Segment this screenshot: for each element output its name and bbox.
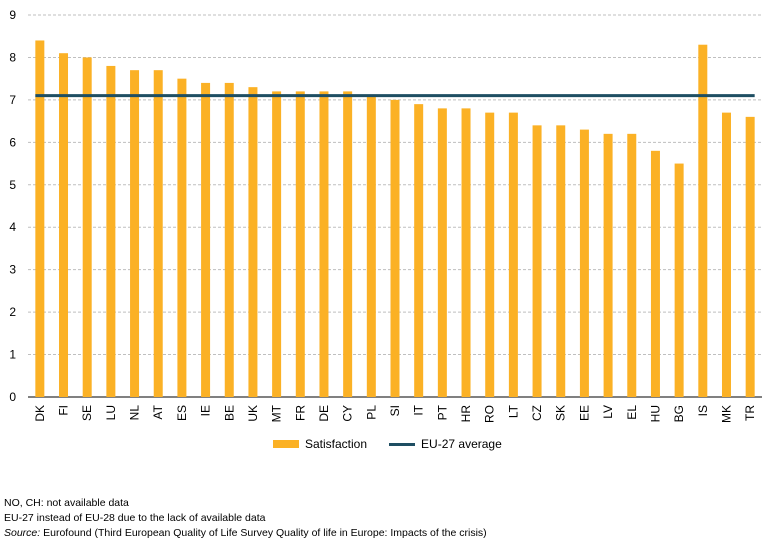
note-line-1: NO, CH: not available data [4,497,129,509]
y-tick-label: 0 [9,390,16,404]
bar-fr [295,91,305,398]
source-note: Source: Eurofound (Third European Qualit… [4,526,487,541]
bar-lt [508,112,518,397]
x-tick-label: FI [57,405,71,416]
x-tick-label: FR [293,405,307,421]
x-tick-label: IT [412,404,426,415]
x-tick-label: MT [270,404,284,422]
bar-lv [603,133,613,397]
legend-swatch-eu-average [389,442,416,446]
bar-ro [485,112,495,397]
y-tick-label: 3 [9,263,16,277]
y-tick-label: 4 [9,220,16,234]
bar-si [390,99,400,397]
x-tick-label: MK [719,405,733,423]
bar-hr [461,108,471,397]
y-tick-label: 8 [9,50,16,64]
bar-lu [106,65,116,397]
bar-bg [674,163,684,397]
bar-nl [130,70,140,397]
bar-el [627,133,637,397]
x-tick-label: PT [435,404,449,420]
y-axis: 0 1 2 3 4 5 6 7 8 9 [9,8,762,404]
x-tick-label: CZ [530,405,544,421]
bar-pl [366,95,376,398]
bar-is [698,44,708,397]
bar-mt [272,91,282,398]
x-tick-label: BE [222,405,236,421]
y-tick-label: 1 [9,348,16,362]
bar-ie [201,82,211,398]
x-tick-label: PL [364,405,378,420]
x-tick-label: IS [696,405,710,416]
bar-ee [579,129,589,397]
x-tick-label: LU [104,405,118,420]
y-tick-label: 7 [9,93,16,107]
legend-item-satisfaction: Satisfaction [273,437,367,451]
legend-label-eu-average: EU-27 average [421,437,502,451]
bar-at [153,70,163,397]
source-text: Eurofound (Third European Quality of Lif… [40,527,487,539]
note-line-2: EU-27 instead of EU-28 due to the lack o… [4,512,266,524]
x-tick-label: ES [175,405,189,421]
bar-it [414,104,424,397]
legend: Satisfaction EU-27 average [273,437,524,451]
bar-es [177,78,187,398]
x-tick-label: AT [151,404,165,419]
x-axis: DK FI SE LU NL AT ES IE BE UK MT FR DE CY PL SI IT PT HR RO… [33,404,757,423]
x-tick-label: HU [648,405,662,422]
bars [35,40,755,398]
x-tick-label: UK [246,405,260,422]
x-tick-label: SI [388,405,402,416]
bar-uk [248,87,258,398]
bar-cz [532,125,542,397]
x-tick-label: LT [506,404,520,418]
x-tick-label: DE [317,405,331,422]
bar-hu [650,150,660,397]
bar-cy [343,91,353,398]
bar-be [224,82,234,398]
bar-dk [35,40,45,397]
legend-label-satisfaction: Satisfaction [305,437,368,451]
legend-swatch-satisfaction [273,440,299,448]
x-tick-label: SE [80,405,94,421]
y-tick-label: 9 [9,8,16,22]
bar-se [82,57,92,397]
x-tick-label: DK [33,405,47,422]
y-tick-label: 2 [9,305,16,319]
x-tick-label: HR [459,405,473,423]
y-tick-label: 6 [9,135,16,149]
bar-mk [721,112,731,397]
bar-chart: 0 1 2 3 4 5 6 7 8 9 DK FI SE LU NL AT ES IE BE UK MT FR DE CY P… [9,8,762,423]
bar-pt [437,108,447,397]
x-tick-label: TR [743,405,757,421]
x-tick-label: CY [341,405,355,422]
y-tick-label: 5 [9,178,16,192]
x-tick-label: EE [577,405,591,421]
bar-sk [556,125,566,397]
x-tick-label: NL [128,405,142,421]
x-tick-label: EL [625,405,639,420]
bar-tr [745,116,755,397]
x-tick-label: RO [483,405,497,423]
chart-notes: NO, CH: not available data EU-27 instead… [4,496,487,541]
x-tick-label: BG [672,405,686,422]
legend-item-eu-average: EU-27 average [389,437,502,451]
bar-fi [59,53,69,397]
x-tick-label: IE [199,405,213,416]
x-tick-label: LV [601,405,615,419]
source-label: Source: [4,527,41,539]
bar-de [319,91,329,398]
x-tick-label: SK [554,405,568,421]
